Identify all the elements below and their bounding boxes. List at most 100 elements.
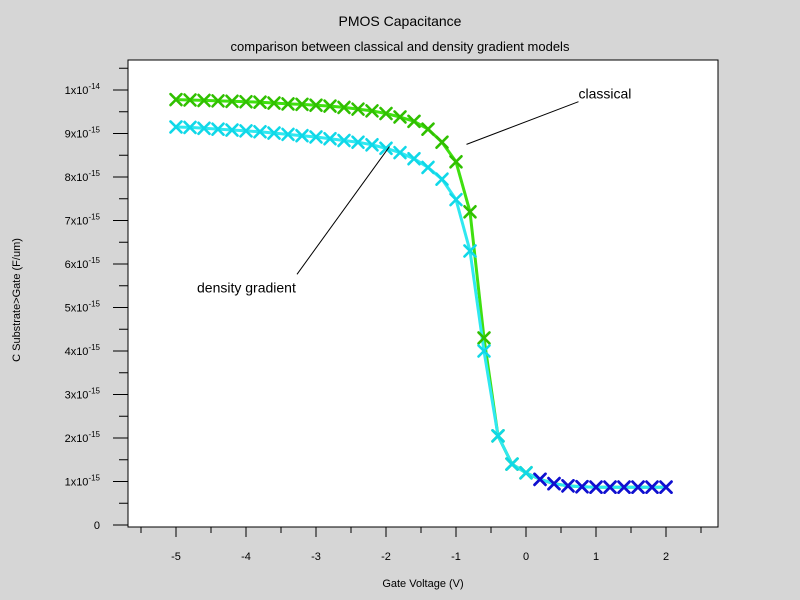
x-tick-label: -4 <box>241 551 251 563</box>
series-point-1 <box>533 472 547 487</box>
y-tick-base: x10 <box>71 85 89 97</box>
series-point-1 <box>393 145 407 160</box>
series-point-1 <box>463 244 477 258</box>
annotation-leader-0 <box>466 101 579 145</box>
y-tick-mantissa: 1 <box>65 477 71 489</box>
y-axis: 01x10-152x10-153x10-154x10-155x10-156x10… <box>65 67 128 532</box>
plot-area <box>127 59 719 528</box>
series-point-1 <box>617 480 631 494</box>
series-point-1 <box>365 138 379 152</box>
chart-subtitle: comparison between classical and density… <box>231 39 570 54</box>
series-point-1 <box>505 457 519 471</box>
series-point-1 <box>211 122 225 136</box>
y-tick-label: 5x10-15 <box>65 300 101 315</box>
y-tick-label: 0 <box>94 520 100 532</box>
x-tick-label: -2 <box>381 551 391 563</box>
series-point-0 <box>351 102 365 116</box>
y-tick-mantissa: 0 <box>94 520 100 532</box>
y-tick-exponent: -15 <box>88 256 100 265</box>
x-tick-label: 1 <box>593 551 599 563</box>
series-point-0 <box>267 96 281 110</box>
series-point-1 <box>351 135 365 149</box>
y-tick-exponent: -15 <box>88 300 100 309</box>
series-point-1 <box>603 480 617 494</box>
series-point-0 <box>379 106 393 121</box>
series-point-1 <box>421 160 435 175</box>
y-tick-mantissa: 7 <box>65 216 71 228</box>
series-point-0 <box>463 205 477 219</box>
series-line-1 <box>175 125 666 489</box>
series-point-1 <box>491 429 505 443</box>
y-tick-label: 8x10-15 <box>65 169 101 184</box>
series-point-1 <box>225 123 239 137</box>
series-point-0 <box>449 154 463 169</box>
series-point-0 <box>337 100 351 115</box>
y-tick-base: x10 <box>71 259 89 271</box>
series-point-1 <box>197 121 211 136</box>
series-point-0 <box>295 97 309 112</box>
annotation-label-0: classical <box>579 86 632 102</box>
series-point-0 <box>365 104 379 118</box>
y-tick-exponent: -15 <box>88 474 100 483</box>
x-tick-label: -1 <box>451 551 461 563</box>
series-point-0 <box>435 135 449 149</box>
x-tick-label: -3 <box>311 551 321 563</box>
series-point-1 <box>547 476 561 491</box>
y-tick-label: 7x10-15 <box>65 213 101 228</box>
series-point-1 <box>435 172 449 186</box>
y-tick-base: x10 <box>71 346 89 358</box>
y-tick-label: 1x10-15 <box>65 474 101 489</box>
series-point-0 <box>183 93 197 107</box>
y-tick-mantissa: 3 <box>65 390 71 402</box>
y-tick-base: x10 <box>71 172 89 184</box>
y-axis-label: C Substrate>Gate (F/um) <box>11 238 23 362</box>
series-point-1 <box>267 126 281 140</box>
series-layer <box>169 92 673 494</box>
series-point-1 <box>645 480 659 494</box>
series-point-1 <box>281 127 295 142</box>
y-tick-mantissa: 2 <box>65 433 71 445</box>
series-point-1 <box>239 124 253 138</box>
series-point-0 <box>239 94 253 109</box>
y-tick-mantissa: 4 <box>65 346 71 358</box>
y-tick-base: x10 <box>71 477 89 489</box>
series-point-0 <box>225 94 239 109</box>
series-point-0 <box>281 97 295 111</box>
series-point-1 <box>519 465 533 480</box>
series-point-0 <box>407 114 421 129</box>
series-point-1 <box>169 120 183 134</box>
y-tick-exponent: -15 <box>88 387 100 396</box>
y-tick-exponent: -15 <box>88 430 100 439</box>
y-tick-mantissa: 1 <box>65 85 71 97</box>
series-point-1 <box>183 120 197 135</box>
y-tick-label: 2x10-15 <box>65 430 101 445</box>
x-axis-label: Gate Voltage (V) <box>382 578 463 590</box>
y-tick-exponent: -15 <box>88 343 100 352</box>
series-point-1 <box>337 133 351 148</box>
y-tick-mantissa: 8 <box>65 172 71 184</box>
series-point-1 <box>659 480 673 494</box>
annotation-label-1: density gradient <box>197 279 296 295</box>
series-point-1 <box>575 479 589 494</box>
series-point-1 <box>631 480 645 494</box>
annotation-layer: classical density gradient <box>197 86 631 296</box>
series-point-1 <box>309 130 323 144</box>
y-tick-exponent: -15 <box>88 213 100 222</box>
y-tick-exponent: -15 <box>88 126 100 135</box>
series-point-1 <box>449 192 463 207</box>
y-tick-exponent: -14 <box>88 82 100 91</box>
series-point-0 <box>253 95 267 109</box>
y-tick-base: x10 <box>71 216 89 228</box>
series-point-0 <box>169 92 183 107</box>
series-point-1 <box>379 141 393 156</box>
series-point-0 <box>393 110 407 124</box>
y-tick-base: x10 <box>71 129 89 141</box>
series-point-1 <box>323 131 337 146</box>
series-point-1 <box>477 344 491 358</box>
series-point-0 <box>197 93 211 108</box>
y-tick-label: 4x10-15 <box>65 343 101 358</box>
series-point-1 <box>407 151 421 166</box>
x-tick-label: 0 <box>523 551 529 563</box>
y-tick-label: 3x10-15 <box>65 387 101 402</box>
